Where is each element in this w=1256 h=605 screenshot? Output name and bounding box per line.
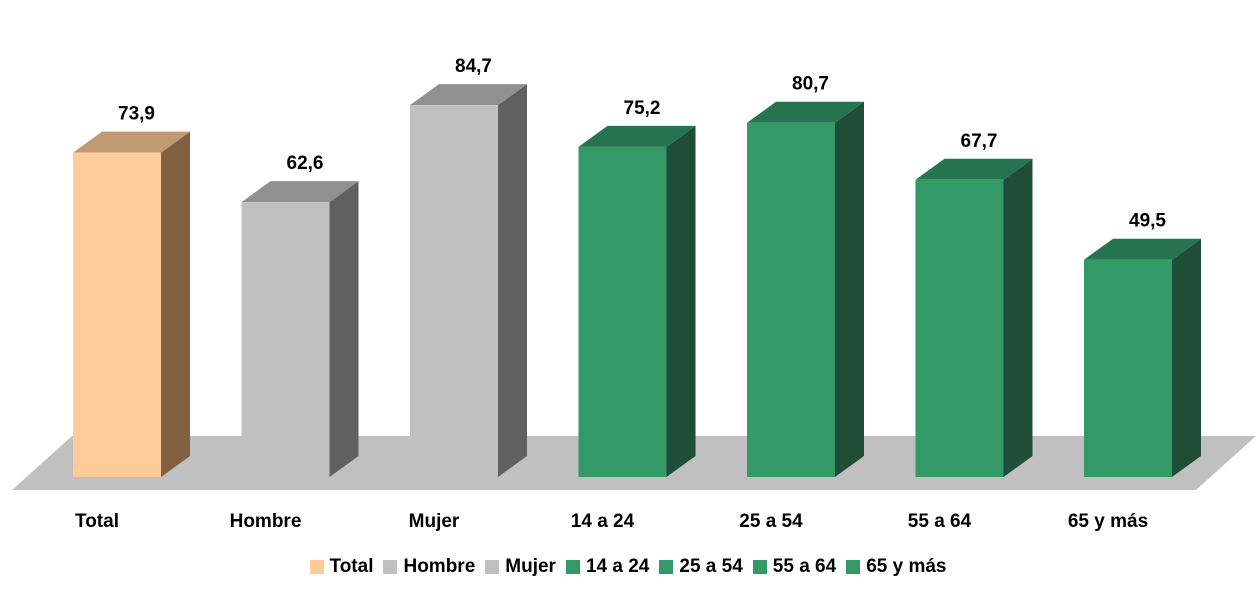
legend-swatch-mujer [485,560,500,574]
bar-top-hombre [241,181,359,203]
bar-top-55-a-64 [915,158,1033,180]
legend-label-total: Total [329,556,374,577]
legend-swatch-14-a-24 [565,560,580,574]
data-label-55-a-64: 67,7 [961,131,998,152]
bar-front-25-a-54 [747,122,835,478]
bar-side-14-a-24 [666,125,696,477]
category-label-hombre: Hombre [230,511,302,532]
legend-label-55-a-64: 55 a 64 [772,556,837,577]
bar-top-14-a-24 [578,125,696,147]
category-label-55-a-64: 55 a 64 [908,511,972,532]
bar-front-65-y-mas [1084,259,1172,477]
legend-swatch-25-a-54 [659,560,674,574]
bar-side-hombre [329,181,359,477]
bar-top-65-y-mas [1084,238,1201,260]
data-label-65-y-mas: 49,5 [1129,211,1166,232]
legend-label-hombre: Hombre [403,556,476,577]
bar-side-25-a-54 [835,101,864,478]
bar-top-mujer [410,84,527,106]
bar-front-hombre [241,202,330,477]
bar-top-25-a-54 [747,101,864,123]
chart-legend: Total Hombre Mujer 14 a 24 25 a 54 55 a 64 65 … [0,552,1256,582]
legend-swatch-65-y-mas [846,560,861,574]
data-label-mujer: 84,7 [455,56,492,77]
bar-65-y-mas [1084,238,1201,477]
category-label-total: Total [75,511,119,532]
legend-item-55-a-64: 55 a 64 [752,556,837,578]
bar-25-a-54 [747,101,864,478]
bars-layer: 73,9 Total 62,6 Hombre 84,7 Mujer 75,2 14 a 24 8… [73,56,1201,532]
legend-label-14-a-24: 14 a 24 [585,556,650,577]
legend-swatch-total [309,560,324,574]
bar-top-total [73,131,190,153]
bar-side-total [161,131,190,478]
category-label-mujer: Mujer [409,511,460,532]
bar-14-a-24 [578,125,696,477]
bar-front-14-a-24 [578,146,667,477]
bar-mujer [410,84,527,478]
data-label-hombre: 62,6 [287,153,324,174]
legend-label-25-a-54: 25 a 54 [679,556,743,577]
legend-label-65-y-mas: 65 y más [866,556,947,577]
data-label-25-a-54: 80,7 [792,74,829,95]
legend-swatch-hombre [383,560,398,574]
bar-side-65-y-mas [1172,238,1201,477]
legend-swatch-55-a-64 [752,560,767,574]
bar-55-a-64 [915,158,1033,477]
bar-front-total [73,152,161,478]
legend-item-mujer: Mujer [485,556,556,578]
bar-front-55-a-64 [915,179,1004,477]
category-label-25-a-54: 25 a 54 [739,511,803,532]
legend-item-14-a-24: 14 a 24 [565,556,650,578]
category-label-65-y-mas: 65 y más [1068,511,1148,532]
legend-item-65-y-mas: 65 y más [846,556,946,578]
legend-item-total: Total [309,556,374,578]
bar-front-mujer [410,105,498,478]
legend-item-hombre: Hombre [383,556,475,578]
legend-label-mujer: Mujer [505,556,556,577]
data-label-14-a-24: 75,2 [624,98,661,119]
category-label-14-a-24: 14 a 24 [571,511,635,532]
bar-side-mujer [498,84,527,478]
data-label-total: 73,9 [118,104,155,125]
bar-side-55-a-64 [1003,158,1033,477]
bar-total [73,131,190,478]
legend-item-25-a-54: 25 a 54 [659,556,743,578]
bar-hombre [241,181,359,477]
